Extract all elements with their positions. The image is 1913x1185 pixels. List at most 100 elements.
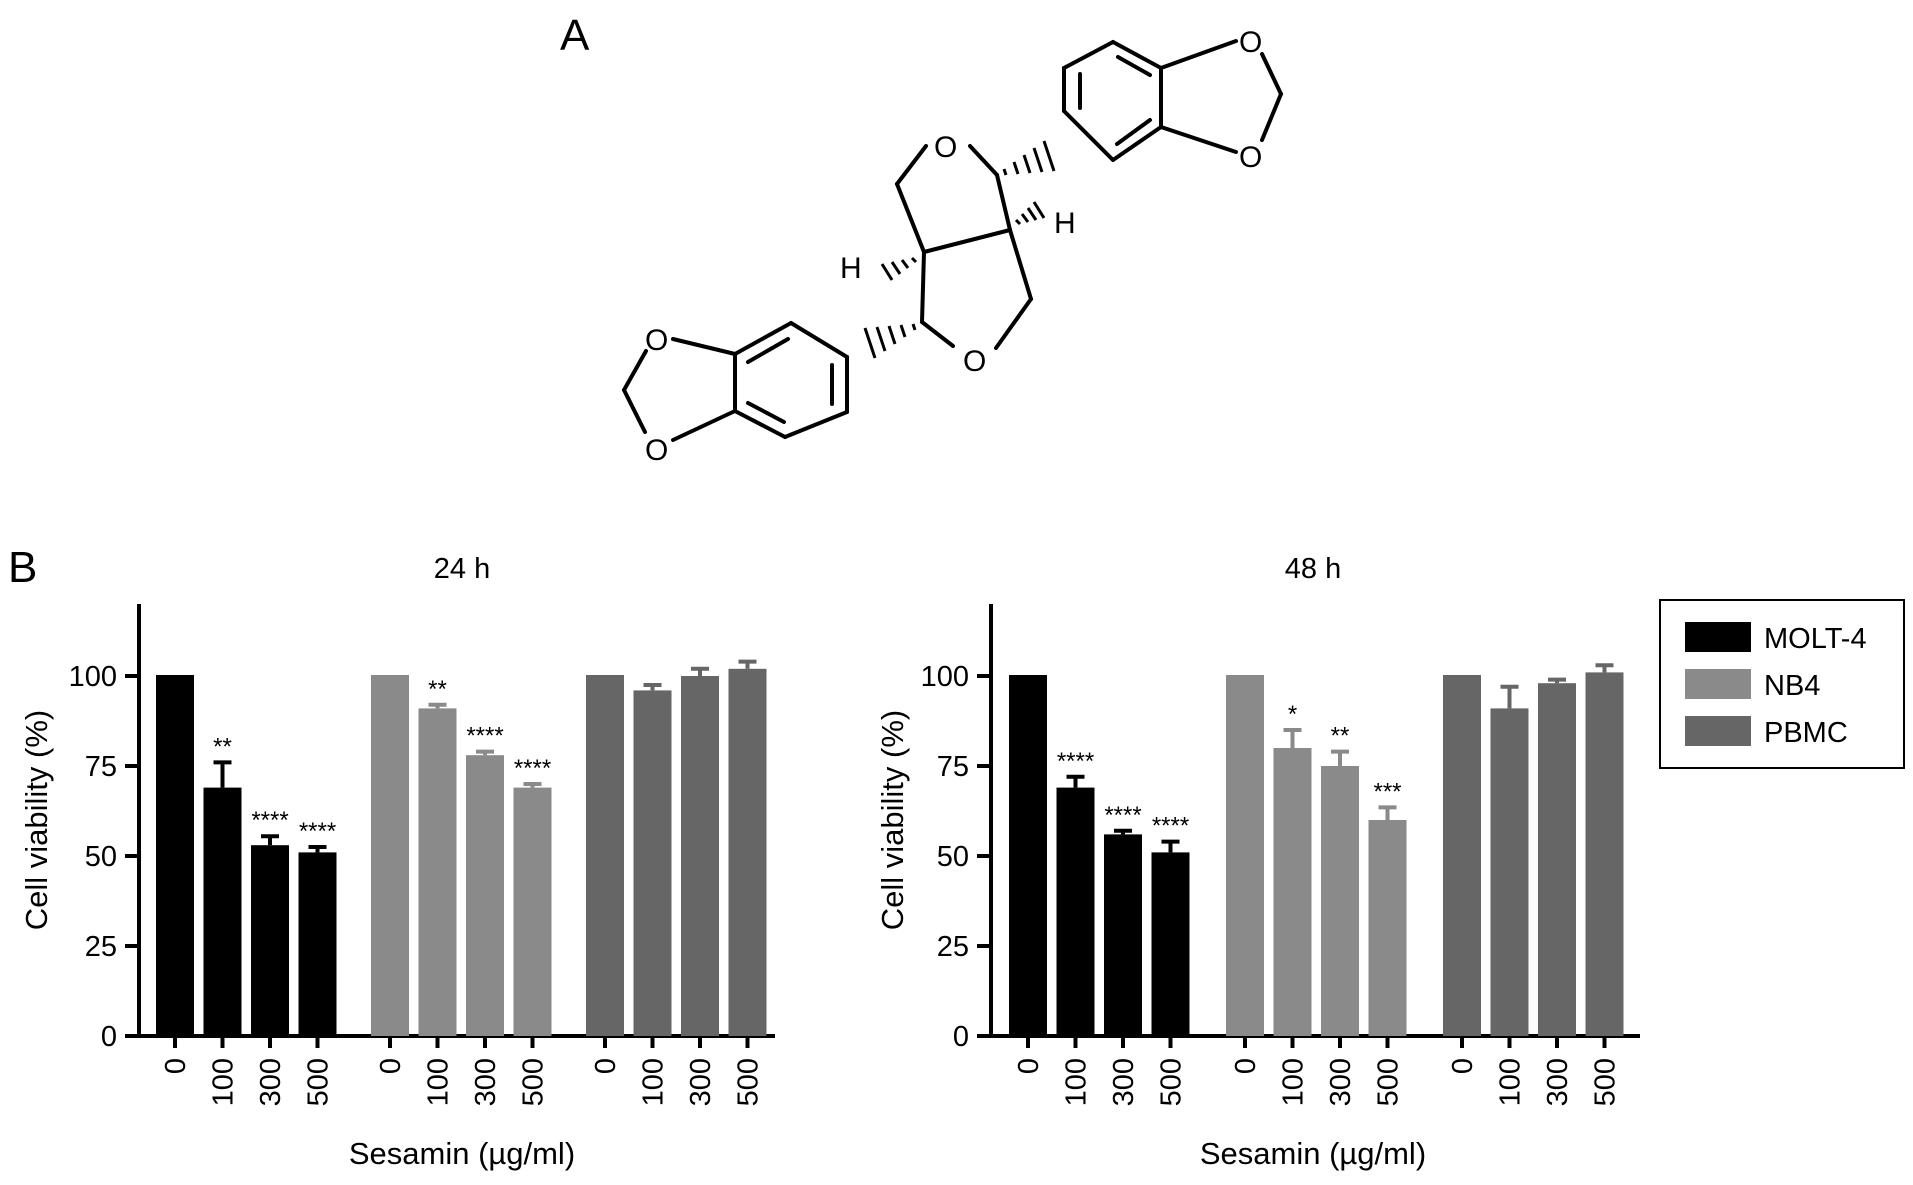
x-tick-label: 0 <box>1447 1058 1479 1074</box>
x-tick-label: 300 <box>1108 1058 1140 1106</box>
stereo-bonds <box>863 140 1056 359</box>
bar <box>586 676 624 1036</box>
y-tick-label: 0 <box>101 1021 117 1053</box>
bar <box>1443 676 1481 1036</box>
bond <box>1159 125 1238 154</box>
significance-label: **** <box>251 807 288 834</box>
legend-swatch-nb4 <box>1685 669 1751 699</box>
bar <box>1585 672 1624 1036</box>
bar <box>1226 676 1264 1036</box>
legend-swatch-molt4 <box>1685 622 1751 652</box>
x-tick-label: 100 <box>1061 1058 1093 1106</box>
bar <box>203 787 242 1036</box>
legend-label-pbmc: PBMC <box>1764 717 1848 749</box>
bond <box>1111 40 1163 70</box>
bond <box>1111 125 1163 162</box>
atom-o: O <box>1239 141 1262 174</box>
bar <box>1368 820 1407 1036</box>
bond <box>671 337 737 356</box>
y-tick-label: 0 <box>953 1021 969 1053</box>
bar <box>1151 852 1190 1036</box>
hash-bond <box>887 325 897 345</box>
x-axis-label: Sesamin (µg/ml) <box>1200 1136 1426 1171</box>
significance-label: *** <box>1373 778 1401 805</box>
panel-b-label: B <box>8 543 37 592</box>
x-tick-label: 0 <box>375 1058 407 1074</box>
bar <box>1538 683 1576 1036</box>
y-axis-label: Cell viability (%) <box>875 710 910 930</box>
hash-bond <box>900 259 910 269</box>
x-tick-label: 0 <box>1230 1058 1262 1074</box>
y-tick-label: 25 <box>937 931 969 963</box>
x-tick-label: 500 <box>303 1058 335 1106</box>
significance-label: ** <box>213 733 232 760</box>
significance-label: ** <box>1331 723 1350 750</box>
significance-label: **** <box>514 755 551 782</box>
hash-bond <box>875 326 887 352</box>
panel-a-label: A <box>560 11 590 60</box>
bar <box>1273 748 1312 1036</box>
hash-bond <box>1032 147 1044 173</box>
atom-o: O <box>934 131 957 164</box>
bond <box>1115 118 1152 146</box>
bond <box>671 409 737 442</box>
bar <box>1321 766 1359 1036</box>
bond <box>733 409 787 439</box>
bar <box>728 668 767 1036</box>
atom-h: H <box>840 252 862 285</box>
y-tick-label: 50 <box>937 841 969 873</box>
hash-bond <box>1014 218 1022 226</box>
x-tick-label: 500 <box>1156 1058 1188 1106</box>
hash-bond <box>899 324 907 338</box>
bar <box>1056 787 1095 1036</box>
bar <box>298 852 337 1036</box>
hash-bond <box>1026 207 1038 221</box>
bond <box>1116 55 1152 77</box>
bar <box>1490 708 1529 1036</box>
bond <box>1260 52 1283 96</box>
bar <box>418 708 457 1036</box>
bond <box>920 250 926 324</box>
y-tick-label: 100 <box>921 661 969 693</box>
panel-a: A <box>560 11 1283 467</box>
significance-label: **** <box>1057 748 1094 775</box>
y-tick-label: 25 <box>85 931 117 963</box>
legend: MOLT-4 NB4 PBMC <box>1659 599 1905 769</box>
bar <box>681 676 719 1036</box>
bond <box>920 320 955 348</box>
bond <box>789 321 849 359</box>
atom-o: O <box>645 324 668 357</box>
hash-bond <box>880 263 894 281</box>
x-tick-label: 0 <box>1013 1058 1045 1074</box>
bar <box>633 690 672 1036</box>
bond <box>995 173 1012 232</box>
x-tick-label: 500 <box>1590 1058 1622 1106</box>
bar <box>156 676 194 1036</box>
hash-bond <box>910 256 918 264</box>
bar <box>466 755 504 1036</box>
bond <box>922 228 1012 254</box>
hash-bond <box>1042 140 1056 172</box>
bond <box>783 410 849 439</box>
hash-bond <box>1012 161 1020 175</box>
bond <box>733 321 793 356</box>
x-tick-label: 100 <box>1495 1058 1527 1106</box>
atom-h: H <box>1054 207 1076 240</box>
hash-bond <box>911 323 917 331</box>
chart-title: 24 h <box>434 553 490 585</box>
panel-b: B 24 h 0 25 50 75 100 Cell viability (%) 0 ** 100… <box>8 543 1905 1171</box>
bond <box>746 337 790 364</box>
x-axis-label: Sesamin (µg/ml) <box>349 1136 575 1171</box>
x-tick-label: 0 <box>590 1058 622 1074</box>
x-tick-label: 300 <box>685 1058 717 1106</box>
x-tick-label: 100 <box>1278 1058 1310 1106</box>
x-tick-label: 0 <box>160 1058 192 1074</box>
bar <box>513 787 552 1036</box>
x-tick-label: 300 <box>1542 1058 1574 1106</box>
bond <box>895 144 928 186</box>
significance-label: ** <box>428 676 447 703</box>
legend-label-nb4: NB4 <box>1764 670 1820 702</box>
x-tick-label: 100 <box>208 1058 240 1106</box>
